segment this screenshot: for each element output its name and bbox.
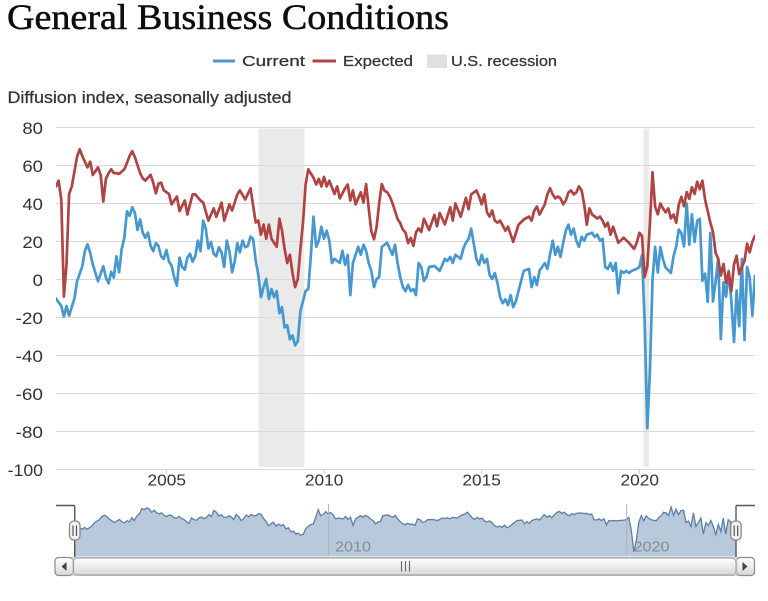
- svg-text:Diffusion index, seasonally ad: Diffusion index, seasonally adjusted: [8, 88, 292, 107]
- svg-text:-40: -40: [16, 348, 44, 366]
- svg-text:40: 40: [22, 196, 43, 214]
- svg-text:20: 20: [22, 234, 43, 252]
- svg-text:2010: 2010: [335, 540, 371, 556]
- svg-text:2015: 2015: [462, 473, 501, 490]
- svg-text:-100: -100: [8, 462, 43, 480]
- svg-text:2005: 2005: [148, 473, 187, 490]
- svg-text:0: 0: [33, 272, 43, 290]
- svg-text:Current: Current: [242, 53, 306, 70]
- svg-text:2020: 2020: [634, 540, 670, 556]
- svg-text:80: 80: [22, 120, 43, 138]
- svg-text:U.S. recession: U.S. recession: [451, 53, 557, 70]
- svg-text:2010: 2010: [305, 473, 344, 490]
- svg-text:-20: -20: [16, 310, 44, 328]
- svg-text:2020: 2020: [621, 473, 660, 490]
- svg-text:60: 60: [22, 158, 43, 176]
- svg-text:-80: -80: [16, 424, 44, 442]
- svg-text:-60: -60: [16, 386, 44, 404]
- svg-text:Expected: Expected: [343, 53, 413, 70]
- svg-text:General Business Conditions: General Business Conditions: [7, 0, 449, 37]
